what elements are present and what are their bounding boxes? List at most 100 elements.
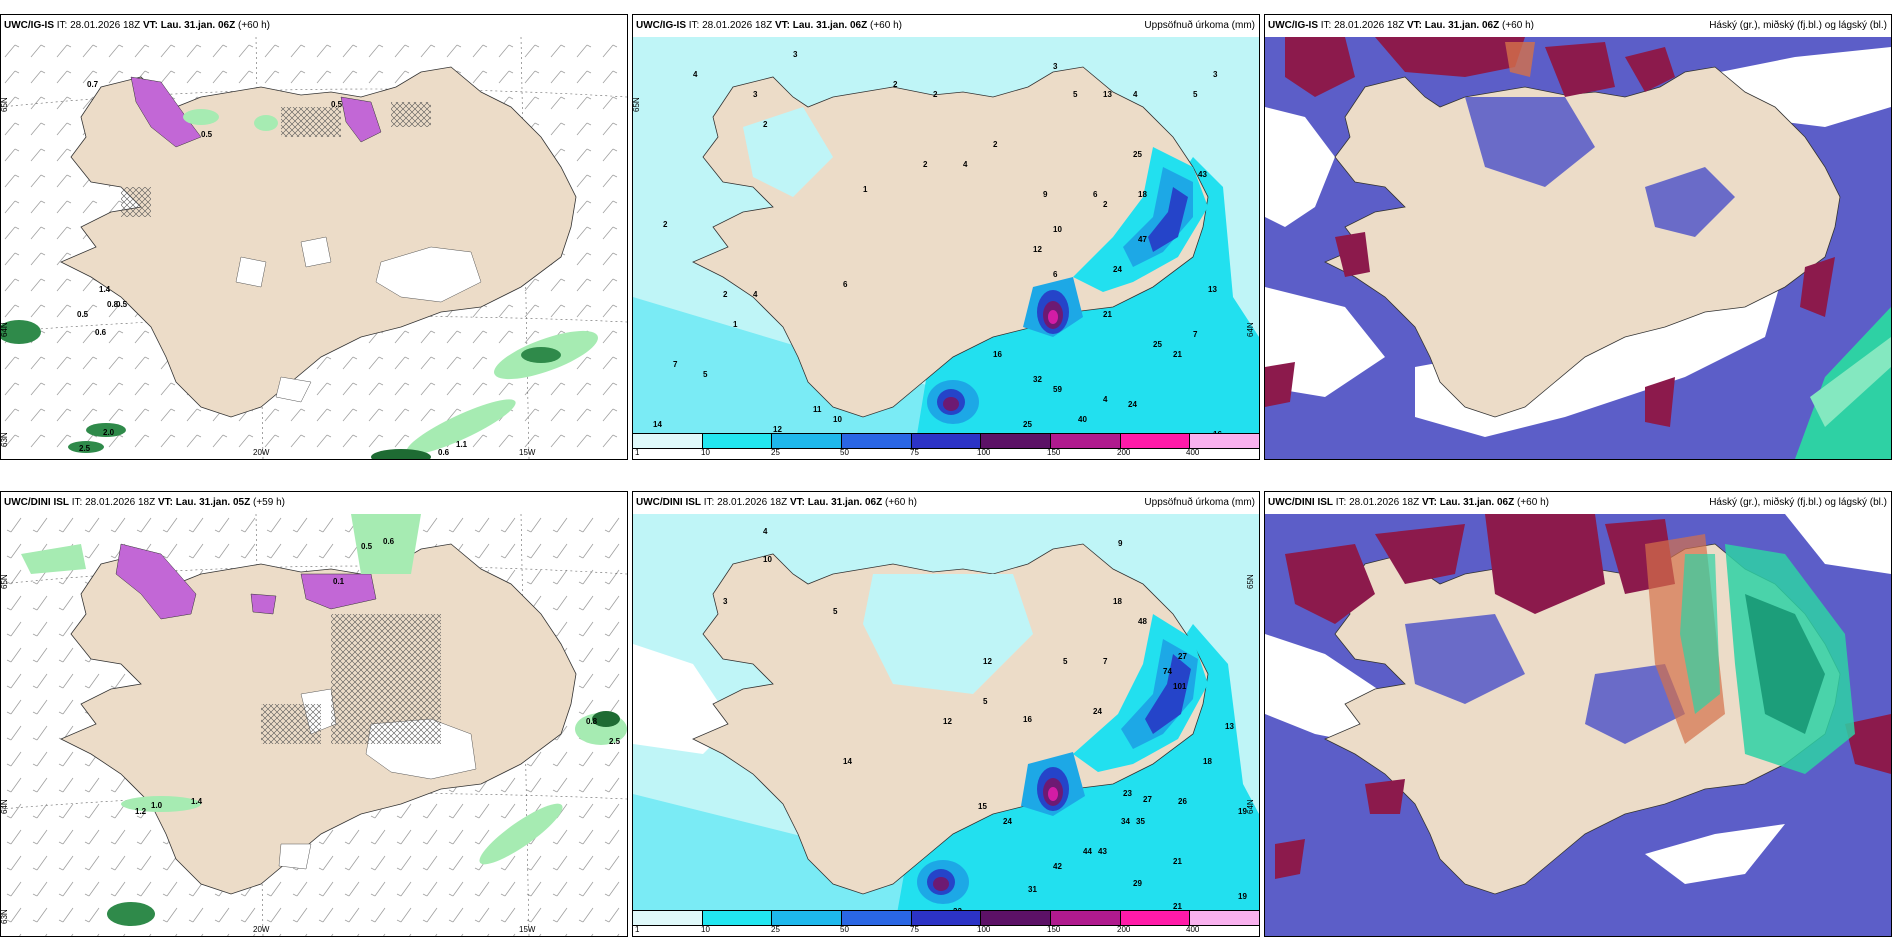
value-label: 5 — [1193, 90, 1198, 99]
legend-swatch — [1190, 911, 1259, 925]
map-canvas[interactable]: 0.5 0.6 0.1 0.8 2.5 1.2 1.0 1.4 65N 64N … — [1, 514, 627, 936]
value-label: 25 — [1133, 150, 1142, 159]
lon-label: 20W — [253, 925, 270, 934]
parameter-name: Háský (gr.), miðský (fj.bl.) og lágský (… — [1709, 497, 1887, 508]
init-time: IT: 28.01.2026 18Z — [688, 20, 773, 31]
map-svg: 4 10 3 5 12 5 9 18 48 27 101 74 13 18 24… — [633, 514, 1259, 936]
lead-time: (+60 h) — [238, 20, 270, 31]
value-label: 14 — [653, 420, 662, 429]
value-labels: 0.7 0.5 0.5 1.4 0.5 0.8 0.5 0.6 0.6 1.1 … — [77, 80, 468, 457]
legend-swatch — [1051, 911, 1121, 925]
legend-tick: 50 — [840, 925, 849, 934]
map-canvas[interactable] — [1265, 514, 1891, 936]
value-label: 15 — [978, 802, 987, 811]
mid-cloud — [1505, 42, 1535, 77]
mid-cloud — [1845, 714, 1891, 774]
mid-cloud — [1275, 839, 1305, 879]
value-label: 25 — [1023, 420, 1032, 429]
map-canvas[interactable]: 3 4 2 3 2 3 5 13 4 5 3 2 1 2 2 2 4 1 6 4 — [633, 37, 1259, 459]
rain-area — [121, 796, 201, 812]
glacier — [235, 256, 267, 288]
parameter-name: Uppsöfnuð úrkoma (mm) — [1144, 20, 1255, 31]
map-panel-dini-precip: UWC/DINI ISL IT: 28.01.2026 18Z VT: Lau.… — [632, 491, 1260, 937]
map-panel-ig-clouds: UWC/IG-IS IT: 28.01.2026 18Z VT: Lau. 31… — [1264, 14, 1892, 460]
legend-tick: 150 — [1047, 448, 1061, 457]
map-canvas[interactable]: 4 10 3 5 12 5 9 18 48 27 101 74 13 18 24… — [633, 514, 1259, 936]
legend-swatch — [1120, 434, 1191, 448]
value-label: 24 — [1093, 707, 1102, 716]
snowfall-area — [130, 76, 202, 148]
map-panel-dini-clouds: UWC/DINI ISL IT: 28.01.2026 18Z VT: Lau.… — [1264, 491, 1892, 937]
value-label: 3 — [723, 597, 728, 606]
hatched-area — [281, 107, 341, 137]
hatched-area — [261, 704, 321, 744]
precip-max — [1048, 310, 1058, 324]
value-label: 6 — [1053, 270, 1058, 279]
value-label: 2 — [893, 80, 898, 89]
panel-header: UWC/DINI ISL IT: 28.01.2026 18Z VT: Lau.… — [1, 492, 627, 514]
legend-swatch — [911, 911, 982, 925]
lon-label: 20W — [253, 448, 270, 457]
value-label: 0.8 — [586, 717, 598, 726]
value-label: 3 — [1213, 70, 1218, 79]
model-name: UWC/DINI ISL — [4, 497, 69, 508]
legend-tick: 100 — [977, 925, 991, 934]
map-canvas[interactable] — [1265, 37, 1891, 459]
value-label: 1 — [863, 185, 868, 194]
lat-label: 65N — [1, 574, 9, 589]
value-label: 2 — [723, 290, 728, 299]
rain-area — [183, 109, 219, 125]
value-label: 24 — [1113, 265, 1122, 274]
snowfall-area — [250, 593, 277, 615]
init-time: IT: 28.01.2026 18Z — [1320, 20, 1405, 31]
value-label: 0.5 — [77, 310, 89, 319]
map-canvas[interactable]: 0.7 0.5 0.5 1.4 0.5 0.8 0.5 0.6 0.6 1.1 … — [1, 37, 627, 459]
axis-labels: 65N 64N 63N 20W 15W — [1, 97, 536, 457]
rain-area — [371, 449, 431, 459]
panel-header: UWC/DINI ISL IT: 28.01.2026 18Z VT: Lau.… — [633, 492, 1259, 514]
value-label: 12 — [1033, 245, 1042, 254]
value-label: 10 — [833, 415, 842, 424]
init-time: IT: 28.01.2026 18Z — [71, 497, 156, 508]
mid-cloud — [1375, 37, 1525, 77]
legend-swatch — [633, 911, 703, 925]
value-label: 13 — [1208, 285, 1217, 294]
init-time: IT: 28.01.2026 18Z — [703, 497, 788, 508]
value-label: 21 — [1173, 350, 1182, 359]
legend-tick: 10 — [701, 448, 710, 457]
value-label: 21 — [1103, 310, 1112, 319]
valid-time-label: VT: — [157, 497, 173, 508]
value-label: 40 — [1078, 415, 1087, 424]
map-panel-dini-wind: UWC/DINI ISL IT: 28.01.2026 18Z VT: Lau.… — [0, 491, 628, 937]
panel-header: UWC/IG-IS IT: 28.01.2026 18Z VT: Lau. 31… — [1, 15, 627, 37]
glacier — [300, 236, 332, 268]
value-label: 32 — [1033, 375, 1042, 384]
lead-time: (+60 h) — [885, 497, 917, 508]
lat-label: 64N — [1246, 322, 1255, 337]
value-label: 2 — [763, 120, 768, 129]
value-label: 24 — [1128, 400, 1137, 409]
legend-swatch — [911, 434, 982, 448]
valid-time: Lau. 31.jan. 05Z — [175, 497, 251, 508]
lon-label: 15W — [519, 448, 536, 457]
hatched-area — [391, 102, 431, 127]
value-label: 3 — [1053, 62, 1058, 71]
clear-sky — [1645, 824, 1785, 884]
low-cloud — [1405, 614, 1525, 704]
clear-sky — [1265, 287, 1385, 397]
legend-swatch — [842, 911, 912, 925]
value-label: 1.4 — [191, 797, 203, 806]
value-label: 2 — [1103, 200, 1108, 209]
glacier — [275, 376, 312, 403]
lead-time: (+60 h) — [1517, 497, 1549, 508]
valid-time: Lau. 31.jan. 06Z — [160, 20, 236, 31]
lead-time: (+60 h) — [1502, 20, 1534, 31]
value-label: 19 — [1238, 807, 1247, 816]
value-label: 9 — [1118, 539, 1123, 548]
legend-swatch — [1120, 911, 1191, 925]
mid-cloud — [1485, 514, 1605, 614]
map-svg: 3 4 2 3 2 3 5 13 4 5 3 2 1 2 2 2 4 1 6 4 — [633, 37, 1259, 459]
legend-tick: 25 — [771, 925, 780, 934]
precip-legend: 1 10 25 50 75 100 150 200 400 — [633, 433, 1259, 459]
legend-tick: 75 — [910, 448, 919, 457]
